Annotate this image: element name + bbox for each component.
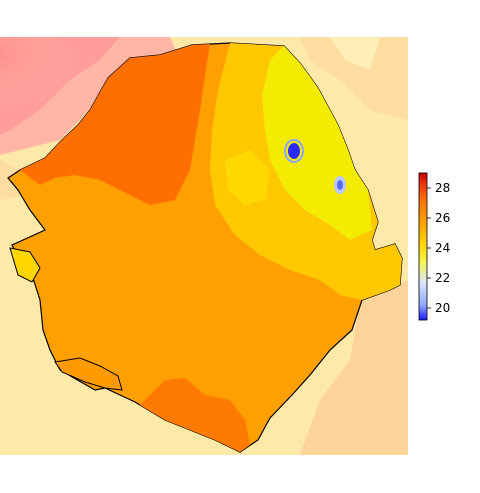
- legend-bar: [418, 172, 428, 321]
- cold-spot-north-halo: [284, 139, 304, 163]
- legend-ticks: 28 26 24 22 20: [427, 181, 450, 315]
- cool-patch-central: [225, 150, 270, 205]
- hot-zone-north-west: [20, 44, 210, 205]
- legend-tick-label: 26: [435, 211, 450, 225]
- cold-spot-east-core: [337, 180, 343, 190]
- cooler-zone-north-east: [262, 46, 372, 240]
- legend-tick-label: 28: [435, 181, 450, 195]
- hot-zone-south-coast: [140, 378, 250, 452]
- legend-tick-label: 22: [435, 271, 450, 285]
- color-legend: 28 26 24 22 20: [418, 172, 450, 321]
- sherbro-island: [54, 357, 123, 391]
- peninsula-coast: [9, 247, 41, 283]
- legend-tick-label: 20: [435, 301, 450, 315]
- country-region: [7, 42, 403, 453]
- legend-tick-label: 24: [435, 241, 450, 255]
- cold-spot-north: [288, 143, 300, 159]
